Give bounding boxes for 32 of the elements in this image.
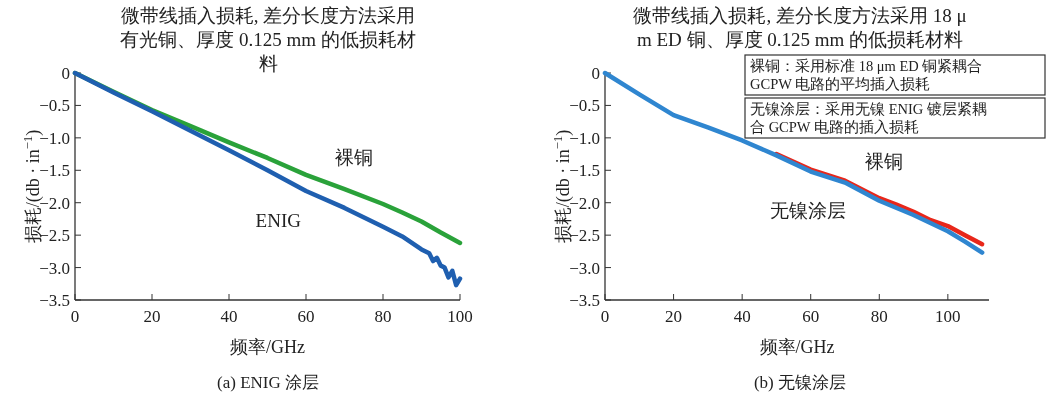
x-axis-title: 频率/GHz bbox=[759, 337, 835, 357]
y-tick-label: −1.5 bbox=[569, 161, 600, 181]
series-label: ENIG bbox=[255, 209, 302, 231]
y-tick-label: −3.0 bbox=[39, 258, 70, 278]
x-tick-label: 100 bbox=[935, 307, 961, 326]
series-label: 裸铜 bbox=[864, 150, 903, 172]
x-tick-label: 100 bbox=[447, 307, 473, 326]
y-tick-label: 0 bbox=[591, 64, 600, 83]
x-tick-label: 40 bbox=[220, 307, 238, 326]
y-tick-label: −1.5 bbox=[39, 161, 70, 181]
x-tick-label: 60 bbox=[297, 307, 315, 326]
series-label: 无镍涂层 bbox=[769, 200, 846, 222]
x-tick-label: 20 bbox=[665, 307, 683, 326]
x-tick-label: 80 bbox=[374, 307, 392, 326]
x-tick-label: 40 bbox=[733, 307, 751, 326]
chart-title: 微带线插入损耗, 差分长度方法采用 18 μm ED 铜、厚度 0.125 mm 的低损耗材料 bbox=[633, 5, 967, 50]
text: (a) ENIG 涂层 bbox=[217, 373, 319, 392]
x-tick-label: 60 bbox=[802, 307, 820, 326]
text: (b) 无镍涂层 bbox=[753, 373, 847, 392]
x-tick-label: 20 bbox=[143, 307, 161, 326]
y-tick-label: −3.0 bbox=[569, 258, 600, 278]
y-tick-label: −0.5 bbox=[569, 96, 600, 116]
x-tick-label: 80 bbox=[870, 307, 888, 326]
y-tick-label: 0 bbox=[61, 64, 70, 83]
chart-title: 微带线插入损耗, 差分长度方法采用有光铜、厚度 0.125 mm 的低损耗材料 bbox=[120, 5, 416, 74]
annotation: 无镍涂层：采用无镍 ENIG 镀层紧耦合 GCPW 电路的插入损耗 bbox=[750, 101, 987, 135]
series-label: 裸铜 bbox=[335, 146, 374, 168]
annotation: 裸铜：采用标准 18 μm ED 铜紧耦合 GCPW 电路的平均插入损耗 bbox=[750, 58, 983, 92]
y-tick-label: −3.5 bbox=[39, 291, 70, 310]
x-axis-title: 频率/GHz bbox=[230, 337, 305, 357]
y-tick-label: −0.5 bbox=[39, 96, 70, 116]
y-tick-label: −3.5 bbox=[569, 291, 600, 310]
